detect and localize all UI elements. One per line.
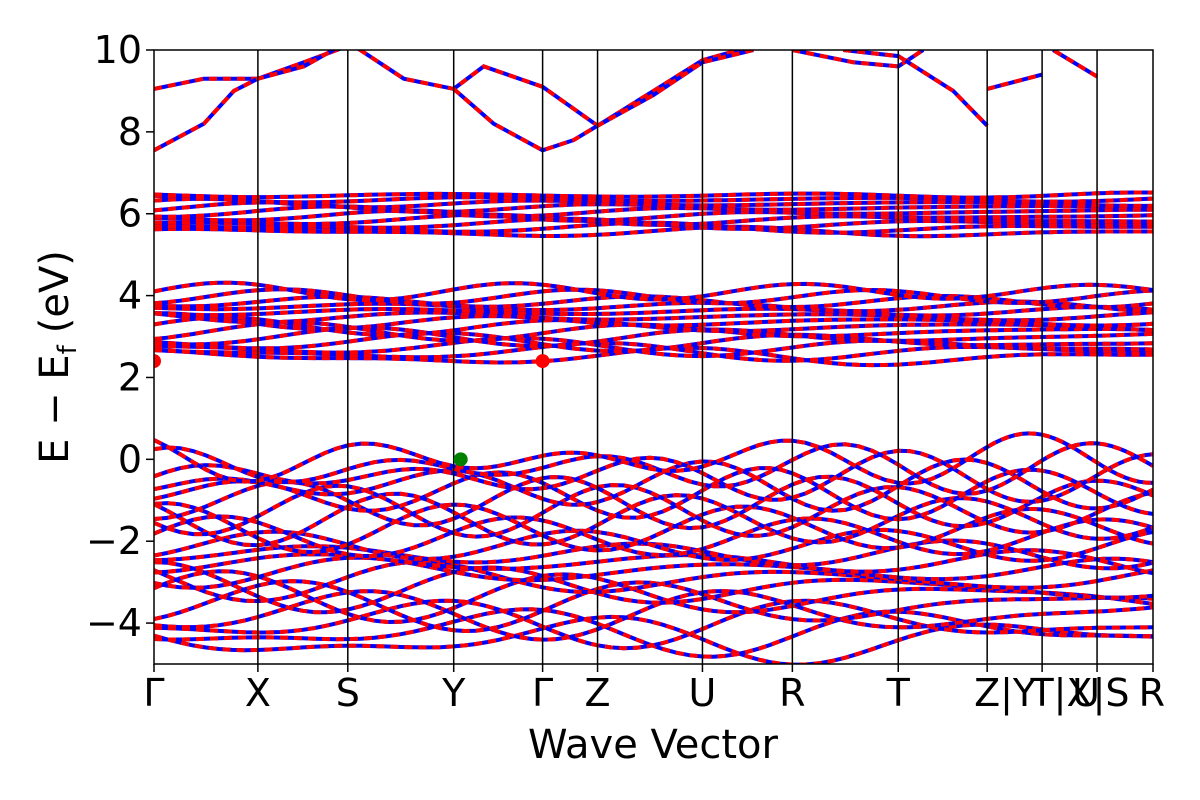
svg-text:E − Ef(eV): E − Ef (eV) (32, 250, 83, 464)
xtick-extra-label-4: |S (1093, 671, 1130, 716)
ytick-label-6: 8 (118, 110, 142, 154)
xtick-label-6: U (689, 671, 717, 715)
marker-point-0 (453, 452, 468, 467)
ytick-label-3: 2 (118, 355, 142, 399)
ytick-label-7: 10 (94, 28, 142, 72)
kpoint-lines (257, 50, 1098, 664)
xtick-label-5: Z (585, 671, 611, 715)
marker-point-1 (154, 354, 161, 369)
markers-layer (154, 354, 550, 467)
ytick-label-1: −2 (86, 519, 142, 563)
ytick-label-5: 6 (118, 192, 142, 236)
band-line-red-4 (792, 50, 925, 69)
xtick-label-3: Y (441, 671, 466, 715)
band-line-red-1 (154, 50, 338, 153)
y-axis-label: E − Ef (eV) (32, 250, 83, 464)
marker-point-2 (535, 354, 550, 369)
y-axis-label-main: E − E (32, 354, 78, 464)
xtick-label-9: Z (974, 671, 1000, 715)
band-line-red-7 (1052, 50, 1099, 79)
xtick-extra-label-3: U (1072, 671, 1100, 715)
xtick-extra-label-0: |Y (1000, 671, 1037, 716)
ytick-label-4: 4 (118, 274, 142, 318)
y-axis-ticks: −4 −2 0 2 4 6 8 10 (86, 28, 154, 645)
band-line-red-5 (843, 50, 989, 128)
x-axis-ticks: Γ X S Y Γ Z U R T Z |YT |XU|S R (143, 664, 1165, 716)
xtick-extra-label-5: R (1139, 671, 1165, 715)
plot-frame (153, 49, 1154, 665)
y-axis-label-sub: f (53, 344, 83, 354)
xtick-label-7: R (779, 671, 805, 715)
xtick-label-0: Γ (143, 671, 164, 715)
xtick-label-2: S (336, 671, 360, 715)
xtick-extra-label-2: |X (1054, 671, 1093, 716)
x-axis-label: Wave Vector (528, 722, 779, 768)
xtick-extra-label-1: T (1030, 671, 1055, 715)
xtick-label-8: T (886, 671, 911, 715)
xtick-label-4: Γ (532, 671, 553, 715)
y-axis-label-unit: (eV) (32, 250, 78, 333)
ytick-label-0: −4 (86, 601, 142, 645)
band-line-red-6 (986, 72, 1043, 91)
xtick-label-1: X (245, 671, 271, 715)
band-line-red-3 (452, 50, 754, 153)
ytick-label-2: 0 (118, 437, 142, 481)
